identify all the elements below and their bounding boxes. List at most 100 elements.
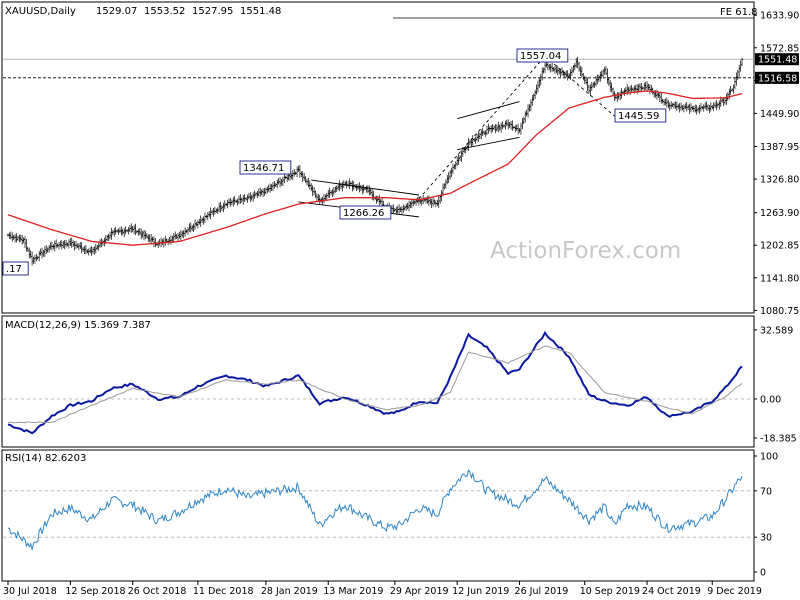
ohlc-bar — [264, 187, 268, 195]
ohlc-bar — [334, 186, 337, 193]
ohlc-bar — [577, 61, 581, 72]
ohlc-bar — [664, 98, 667, 106]
ohlc-bar — [504, 120, 507, 130]
ohlc-bar — [366, 185, 370, 194]
price-tick-label: 1080.75 — [760, 306, 799, 317]
ohlc-bar — [138, 228, 141, 236]
ohlc-bar — [365, 185, 368, 193]
rsi-tick-label: 70 — [760, 486, 772, 497]
ohlc-bar — [210, 209, 214, 215]
ohlc-bar — [660, 92, 663, 104]
ohlc-bar — [77, 243, 81, 251]
price-annotation-label: 1445.59 — [618, 111, 659, 122]
ohlc-bar — [718, 100, 721, 110]
ohlc-bar — [181, 230, 184, 238]
rsi-lines — [7, 468, 743, 550]
ohlc-bar — [611, 87, 615, 96]
ohlc-bar — [553, 66, 557, 74]
ohlc-bar — [519, 122, 523, 135]
ohlc-bar — [276, 179, 279, 189]
ohlc-bar — [378, 194, 381, 206]
ohlc-bar — [283, 173, 286, 184]
ohlc-bar — [198, 218, 201, 225]
ohlc-bar — [684, 103, 687, 110]
ohlc-bar — [451, 163, 455, 175]
ohlc-bar — [348, 178, 351, 190]
ohlc-bar — [706, 104, 710, 111]
ohlc-bar — [696, 106, 700, 113]
ohlc-bar — [161, 238, 164, 246]
ohlc-bar — [324, 194, 327, 201]
ohlc-bar — [203, 212, 207, 224]
ohlc-bar — [454, 161, 457, 170]
price-level-box — [755, 53, 799, 66]
ohlc-bar — [35, 253, 38, 262]
macd-tick-label: 32.589 — [760, 325, 793, 336]
ohlc-bar — [566, 70, 569, 81]
ohlc-bar — [528, 104, 531, 112]
ohlc-bar — [291, 170, 295, 181]
ohlc-bar — [521, 118, 524, 130]
ohlc-bar — [346, 180, 350, 188]
macd-panel-frame — [1, 315, 755, 448]
ohlc-bar — [37, 250, 41, 262]
ohlc-bar — [139, 228, 143, 240]
ohlc-bar — [192, 223, 195, 233]
ohlc-bar — [88, 247, 92, 254]
ohlc-bar — [508, 121, 511, 128]
ohlc-bar — [711, 104, 714, 110]
ohlc-bar — [672, 102, 676, 109]
ohlc-bar — [76, 243, 79, 248]
ohlc-bar — [433, 199, 436, 205]
ohlc-bar — [458, 155, 462, 161]
ohlc-bar — [637, 84, 640, 93]
ohlc-bar — [208, 210, 211, 218]
ohlc-bar — [331, 188, 334, 198]
ohlc-bar — [576, 56, 579, 69]
ohlc-bar — [142, 229, 146, 241]
ohlc-bar — [539, 73, 542, 86]
ohlc-bar — [453, 164, 456, 170]
price-annotation: .17 — [2, 261, 29, 276]
ohlc-bar — [413, 200, 416, 205]
ohlc-bar — [610, 82, 613, 93]
ohlc-bar — [270, 184, 273, 192]
ohlc-bar — [86, 249, 89, 254]
ohlc-bar — [67, 239, 71, 249]
ohlc-bar — [227, 198, 231, 205]
ohlc-bar — [455, 156, 459, 166]
ohlc-bar — [531, 94, 534, 106]
ohlc-bar — [111, 229, 115, 236]
ohlc-bar — [222, 202, 225, 213]
ohlc-bar — [549, 63, 552, 73]
ohlc-bar — [586, 77, 589, 92]
ohlc-bar — [477, 131, 480, 142]
price-annotation-label: 1557.04 — [520, 51, 561, 62]
ohlc-bar — [157, 240, 160, 249]
ohlc-bar — [335, 185, 338, 192]
trendline — [544, 55, 615, 117]
ohlc-bar — [543, 62, 547, 73]
ohlc-bar — [674, 101, 677, 109]
price-tick-label: 1202.85 — [760, 241, 799, 252]
ohlc-bar — [62, 241, 65, 249]
ohlc-bar — [436, 199, 439, 206]
ohlc-bar — [45, 245, 48, 255]
ohlc-bar — [628, 85, 632, 96]
ohlc-bar — [137, 228, 140, 236]
ohlc-bar — [691, 105, 694, 111]
ohlc-bar — [468, 139, 472, 146]
ohlc-bar — [592, 82, 595, 88]
ohlc-close: 1551.48 — [240, 6, 281, 17]
ohlc-bar — [497, 121, 500, 133]
x-tick-label: 29 Apr 2019 — [390, 586, 449, 597]
x-tick-label: 28 Jan 2019 — [261, 586, 318, 597]
ohlc-bar — [202, 216, 205, 225]
ohlc-bar — [376, 195, 380, 203]
ohlc-bar — [260, 189, 263, 196]
x-tick-label: 24 Oct 2019 — [642, 586, 701, 597]
ohlc-bar — [196, 219, 200, 229]
ohlc-bar — [359, 184, 363, 191]
ohlc-bar — [737, 65, 741, 77]
